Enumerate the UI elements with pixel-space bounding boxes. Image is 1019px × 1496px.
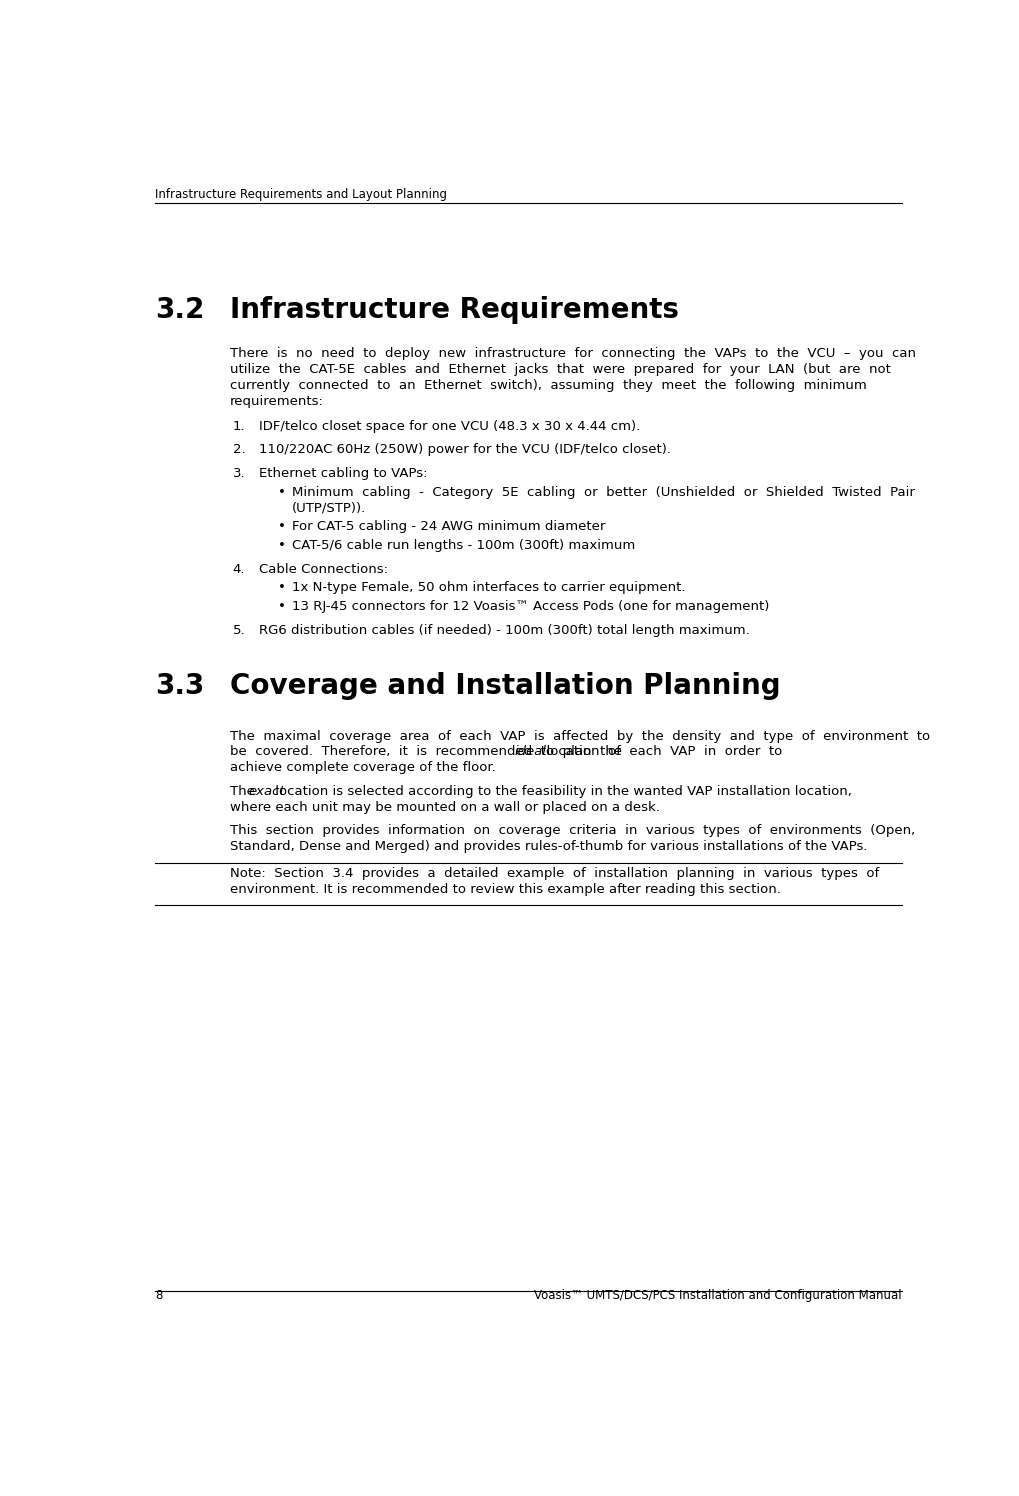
Text: where each unit may be mounted on a wall or placed on a desk.: where each unit may be mounted on a wall… — [229, 800, 659, 814]
Text: Infrastructure Requirements: Infrastructure Requirements — [229, 296, 679, 323]
Text: IDF/telco closet space for one VCU (48.3 x 30 x 4.44 cm).: IDF/telco closet space for one VCU (48.3… — [259, 420, 640, 432]
Text: •: • — [278, 486, 285, 498]
Text: environment. It is recommended to review this example after reading this section: environment. It is recommended to review… — [229, 883, 781, 896]
Text: achieve complete coverage of the floor.: achieve complete coverage of the floor. — [229, 761, 495, 775]
Text: 110/220AC 60Hz (250W) power for the VCU (IDF/telco closet).: 110/220AC 60Hz (250W) power for the VCU … — [259, 443, 672, 456]
Text: 5.: 5. — [232, 624, 246, 637]
Text: Voasis™ UMTS/DCS/PCS Installation and Configuration Manual: Voasis™ UMTS/DCS/PCS Installation and Co… — [534, 1290, 902, 1302]
Text: 2.: 2. — [232, 443, 246, 456]
Text: requirements:: requirements: — [229, 395, 324, 408]
Text: Ethernet cabling to VAPs:: Ethernet cabling to VAPs: — [259, 467, 428, 480]
Text: •: • — [278, 539, 285, 552]
Text: be  covered.  Therefore,  it  is  recommended  to  plan  the: be covered. Therefore, it is recommended… — [229, 745, 630, 758]
Text: Coverage and Installation Planning: Coverage and Installation Planning — [229, 672, 781, 700]
Text: This  section  provides  information  on  coverage  criteria  in  various  types: This section provides information on cov… — [229, 824, 915, 836]
Text: •: • — [278, 582, 285, 594]
Text: The: The — [229, 785, 259, 797]
Text: ideal: ideal — [515, 745, 547, 758]
Text: CAT-5/6 cable run lengths - 100m (300ft) maximum: CAT-5/6 cable run lengths - 100m (300ft)… — [291, 539, 635, 552]
Text: 13 RJ-45 connectors for 12 Voasis™ Access Pods (one for management): 13 RJ-45 connectors for 12 Voasis™ Acces… — [291, 600, 769, 613]
Text: location  of  each  VAP  in  order  to: location of each VAP in order to — [538, 745, 783, 758]
Text: Standard, Dense and Merged) and provides rules-of-thumb for various installation: Standard, Dense and Merged) and provides… — [229, 839, 867, 853]
Text: The  maximal  coverage  area  of  each  VAP  is  affected  by  the  density  and: The maximal coverage area of each VAP is… — [229, 730, 929, 742]
Text: 1.: 1. — [232, 420, 246, 432]
Text: (UTP/STP)).: (UTP/STP)). — [291, 501, 366, 515]
Text: 3.2: 3.2 — [155, 296, 205, 323]
Text: •: • — [278, 600, 285, 613]
Text: Cable Connections:: Cable Connections: — [259, 562, 388, 576]
Text: Note:  Section  3.4  provides  a  detailed  example  of  installation  planning : Note: Section 3.4 provides a detailed ex… — [229, 868, 879, 880]
Text: utilize  the  CAT-5E  cables  and  Ethernet  jacks  that  were  prepared  for  y: utilize the CAT-5E cables and Ethernet j… — [229, 364, 891, 375]
Text: •: • — [278, 521, 285, 533]
Text: exact: exact — [248, 785, 284, 797]
Text: RG6 distribution cables (if needed) - 100m (300ft) total length maximum.: RG6 distribution cables (if needed) - 10… — [259, 624, 750, 637]
Text: 4.: 4. — [232, 562, 246, 576]
Text: 3.3: 3.3 — [155, 672, 205, 700]
Text: currently  connected  to  an  Ethernet  switch),  assuming  they  meet  the  fol: currently connected to an Ethernet switc… — [229, 378, 866, 392]
Text: There  is  no  need  to  deploy  new  infrastructure  for  connecting  the  VAPs: There is no need to deploy new infrastru… — [229, 347, 916, 361]
Text: location is selected according to the feasibility in the wanted VAP installation: location is selected according to the fe… — [271, 785, 852, 797]
Text: Minimum  cabling  -  Category  5E  cabling  or  better  (Unshielded  or  Shielde: Minimum cabling - Category 5E cabling or… — [291, 486, 914, 498]
Text: For CAT-5 cabling - 24 AWG minimum diameter: For CAT-5 cabling - 24 AWG minimum diame… — [291, 521, 605, 533]
Text: Infrastructure Requirements and Layout Planning: Infrastructure Requirements and Layout P… — [155, 188, 447, 200]
Text: 1x N-type Female, 50 ohm interfaces to carrier equipment.: 1x N-type Female, 50 ohm interfaces to c… — [291, 582, 685, 594]
Text: 8: 8 — [155, 1290, 163, 1302]
Text: 3.: 3. — [232, 467, 246, 480]
